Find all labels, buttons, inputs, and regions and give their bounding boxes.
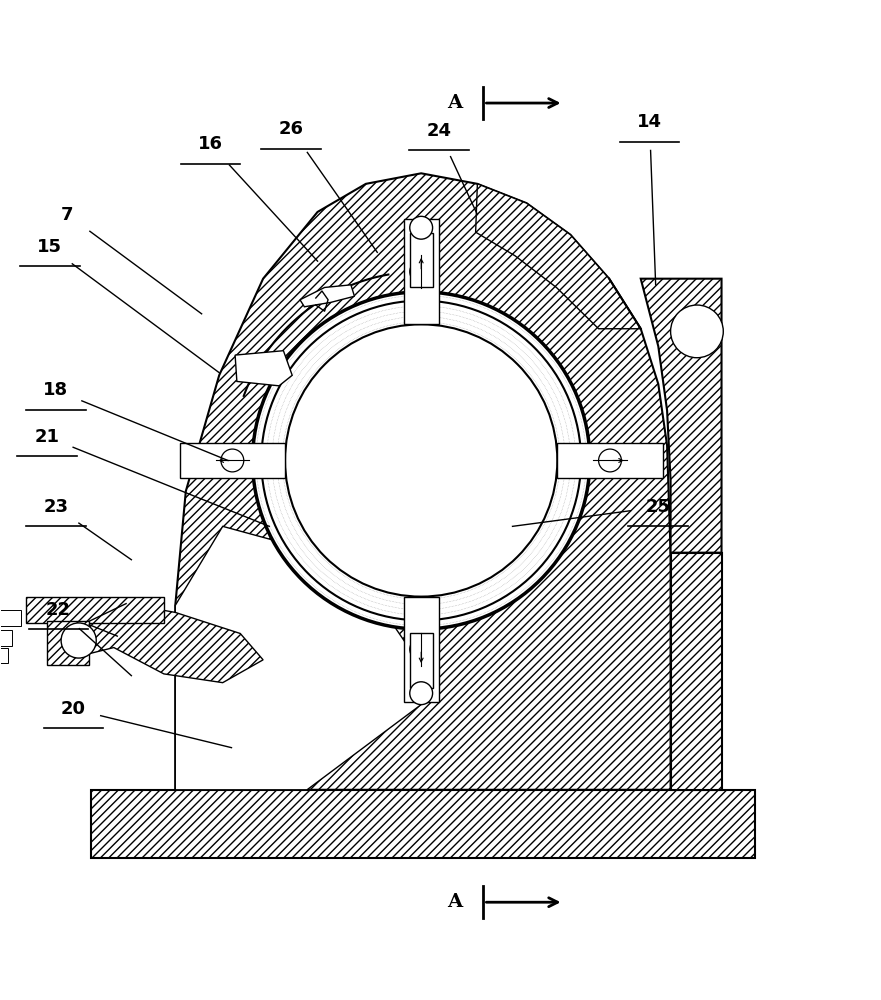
Bar — [0, 630, 12, 646]
Text: 16: 16 — [198, 135, 223, 153]
Text: 24: 24 — [426, 122, 451, 140]
Text: A: A — [447, 94, 463, 112]
Circle shape — [61, 623, 96, 658]
Circle shape — [670, 305, 723, 358]
Text: 25: 25 — [646, 498, 670, 516]
Polygon shape — [175, 526, 439, 790]
Bar — [410, 633, 433, 688]
Bar — [0, 648, 9, 663]
Bar — [410, 233, 433, 287]
Circle shape — [598, 449, 621, 472]
Text: 22: 22 — [46, 601, 71, 619]
Polygon shape — [558, 443, 663, 478]
Polygon shape — [91, 790, 755, 858]
Polygon shape — [180, 443, 285, 478]
Circle shape — [410, 638, 433, 661]
Text: 26: 26 — [278, 120, 304, 138]
Text: 18: 18 — [43, 381, 69, 399]
Polygon shape — [476, 184, 640, 329]
Polygon shape — [175, 173, 670, 790]
Circle shape — [285, 324, 558, 597]
Text: 7: 7 — [61, 206, 73, 224]
Bar — [0, 610, 21, 626]
Polygon shape — [235, 351, 292, 386]
Text: 14: 14 — [637, 113, 662, 131]
Polygon shape — [47, 621, 89, 665]
Text: 15: 15 — [37, 238, 63, 256]
Text: 23: 23 — [43, 498, 69, 516]
Polygon shape — [300, 285, 354, 307]
Circle shape — [410, 260, 433, 283]
Polygon shape — [640, 279, 722, 553]
Polygon shape — [670, 553, 722, 790]
Circle shape — [410, 216, 433, 239]
Polygon shape — [71, 604, 263, 683]
Polygon shape — [403, 219, 439, 324]
Circle shape — [253, 292, 589, 629]
Polygon shape — [403, 597, 439, 702]
Text: 20: 20 — [61, 700, 86, 718]
Text: A: A — [447, 893, 463, 911]
Text: 21: 21 — [34, 428, 60, 446]
Circle shape — [410, 682, 433, 705]
Circle shape — [221, 449, 244, 472]
Polygon shape — [26, 597, 164, 623]
